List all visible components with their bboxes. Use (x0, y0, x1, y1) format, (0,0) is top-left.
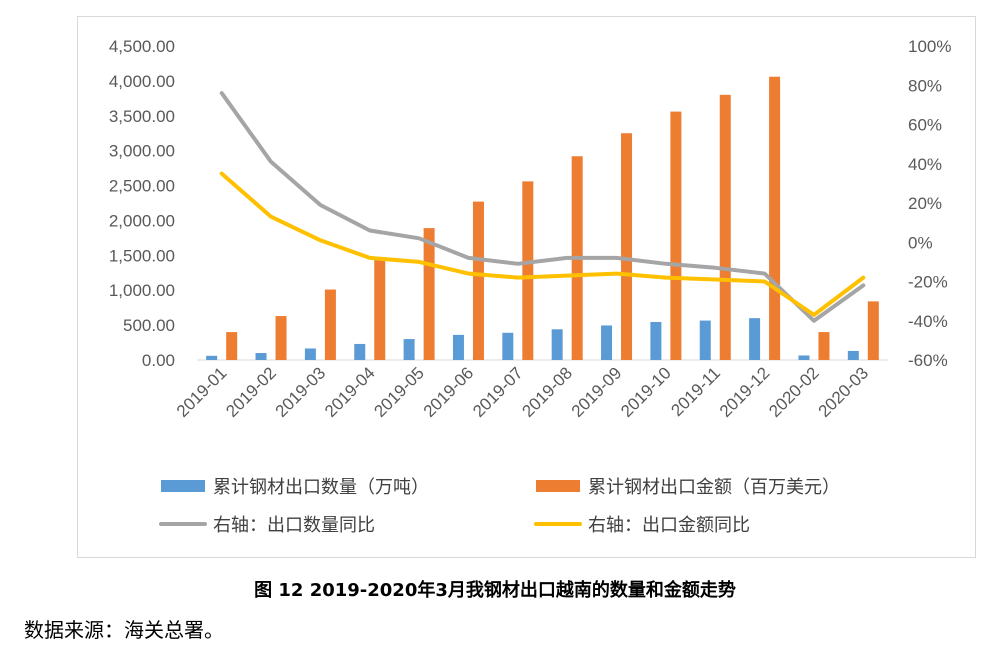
bar-value (867, 301, 879, 360)
x-axis-tick-label: 2019-08 (518, 363, 576, 421)
x-axis-tick-label: 2019-05 (370, 363, 428, 421)
right-axis-tick-label: -40% (908, 312, 948, 331)
legend-quantity-label: 累计钢材出口数量（万吨） (213, 477, 429, 498)
left-axis-tick-label: 4,500.00 (109, 37, 175, 56)
left-axis-tick-label: 1,000.00 (109, 281, 175, 300)
left-axis-tick-label: 2,500.00 (109, 177, 175, 196)
bar-value (472, 201, 484, 360)
source-note: 数据来源：海关总署。 (24, 618, 224, 642)
left-axis-tick-label: 3,000.00 (109, 142, 175, 161)
bar-value (769, 76, 781, 361)
x-axis-tick-label: 2019-03 (272, 363, 330, 421)
bar-value (719, 94, 731, 360)
chart-frame: 0.00 500.00 1,000.00 1,500.00 2,000.00 2,500.… (77, 16, 976, 558)
left-axis-tick-label: 0.00 (142, 351, 175, 370)
bar-quantity (403, 339, 415, 360)
combo-chart: 0.00 500.00 1,000.00 1,500.00 2,000.00 2,500.… (109, 37, 952, 536)
left-axis-tick-label: 1,500.00 (109, 246, 175, 265)
bar-value (670, 111, 682, 360)
x-axis-tick-label: 2019-06 (420, 363, 478, 421)
x-axis-tick-label: 2019-09 (568, 363, 626, 421)
bar-quantity (749, 318, 761, 360)
right-axis-tick-label: -20% (908, 273, 948, 292)
right-axis-tick-label: 60% (908, 116, 942, 135)
bar-quantity (551, 329, 563, 360)
x-axis-tick-label: 2019-02 (222, 363, 280, 421)
bar-value (818, 332, 830, 360)
bar-quantity (601, 325, 613, 360)
bar-value (522, 181, 534, 360)
bar-quantity (354, 343, 366, 360)
legend-quantity-swatch (161, 480, 205, 492)
x-axis-tick-label: 2020-03 (815, 363, 873, 421)
bar-quantity (304, 348, 316, 360)
right-axis-tick-label: -60% (908, 351, 948, 370)
left-axis-tick-label: 4,000.00 (109, 72, 175, 91)
left-axis-tick-label: 3,500.00 (109, 107, 175, 126)
right-axis-tick-label: 0% (908, 233, 933, 252)
left-axis-tick-label: 2,000.00 (109, 211, 175, 230)
x-axis-tick-label: 2019-10 (617, 363, 675, 421)
left-axis-tick-label: 500.00 (123, 316, 175, 335)
x-axis-tick-label: 2019-11 (667, 363, 724, 420)
bar-value (275, 316, 287, 360)
x-axis-tick-label: 2019-01 (173, 363, 231, 421)
x-axis-tick-label: 2020-02 (765, 363, 823, 421)
x-axis-tick-label: 2019-07 (469, 363, 527, 421)
legend-value-yoy-label: 右轴：出口金额同比 (588, 515, 750, 536)
legend-quantity-yoy-label: 右轴：出口数量同比 (213, 515, 375, 536)
figure-caption: 图 12 2019-2020年3月我钢材出口越南的数量和金额走势 (254, 580, 736, 601)
bar-quantity (452, 334, 464, 360)
bar-value (423, 228, 435, 360)
right-axis-tick-label: 40% (908, 155, 942, 174)
bar-quantity (847, 350, 859, 360)
bar-quantity (650, 321, 662, 360)
right-axis-tick-label: 20% (908, 194, 942, 213)
right-axis-tick-label: 100% (908, 37, 951, 56)
bar-quantity (206, 355, 218, 360)
bar-value (621, 133, 633, 360)
legend-value-swatch (536, 480, 580, 492)
bar-value (324, 289, 336, 360)
bar-quantity (699, 320, 711, 360)
line-quantity-yoy (219, 91, 866, 323)
bar-quantity (502, 332, 514, 360)
x-axis-tick-label: 2019-04 (321, 363, 379, 421)
bar-quantity (798, 355, 810, 360)
line-value-yoy (219, 171, 866, 317)
x-axis-tick-label: 2019-12 (716, 363, 774, 421)
bar-quantity (255, 353, 267, 360)
right-axis-tick-label: 80% (908, 76, 942, 95)
bar-value (226, 332, 238, 360)
legend-value-label: 累计钢材出口金额（百万美元） (588, 477, 840, 498)
bar-value (374, 258, 386, 360)
